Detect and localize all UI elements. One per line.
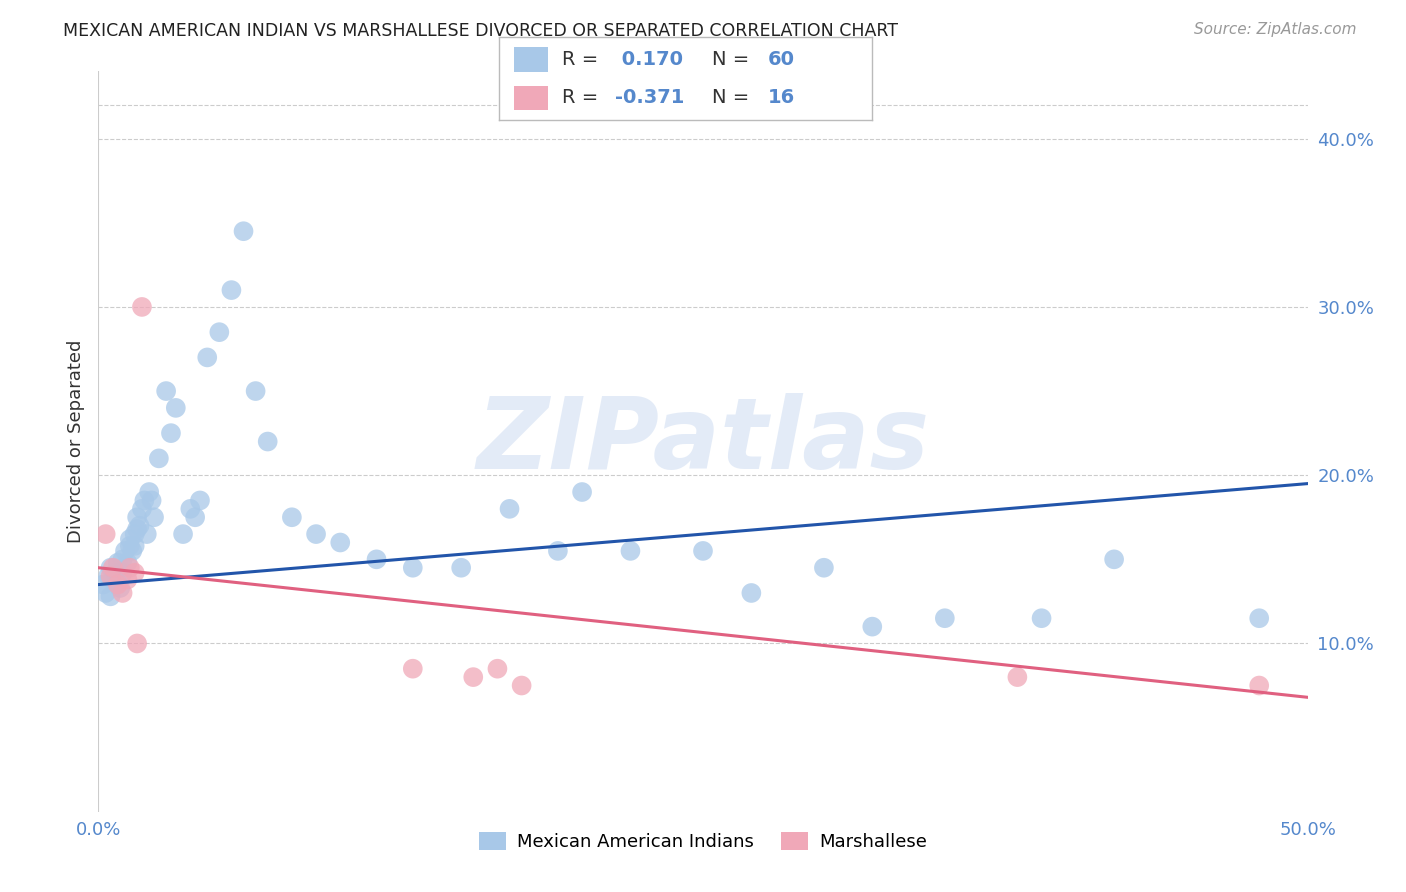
Point <box>184 510 207 524</box>
Point <box>1102 552 1125 566</box>
Text: 60: 60 <box>768 50 794 69</box>
Point <box>124 566 146 580</box>
Point <box>124 539 146 553</box>
Text: MEXICAN AMERICAN INDIAN VS MARSHALLESE DIVORCED OR SEPARATED CORRELATION CHART: MEXICAN AMERICAN INDIAN VS MARSHALLESE D… <box>63 22 898 40</box>
Point <box>402 560 425 574</box>
Point <box>107 556 129 570</box>
Point <box>124 527 146 541</box>
Text: N =: N = <box>711 87 755 107</box>
Point <box>108 581 131 595</box>
Point <box>1007 670 1029 684</box>
Point <box>221 283 243 297</box>
Text: N =: N = <box>711 50 755 69</box>
Point <box>1249 611 1271 625</box>
Point <box>510 679 533 693</box>
Point <box>1031 611 1053 625</box>
Point <box>179 501 201 516</box>
Point <box>131 300 153 314</box>
Y-axis label: Divorced or Separated: Divorced or Separated <box>66 340 84 543</box>
Point <box>104 566 127 580</box>
Point <box>94 527 117 541</box>
Point <box>740 586 762 600</box>
Point <box>245 384 267 398</box>
FancyBboxPatch shape <box>515 86 547 111</box>
Point <box>107 575 129 590</box>
Point <box>366 552 388 566</box>
Point <box>329 535 352 549</box>
Point <box>101 560 124 574</box>
Point <box>111 586 134 600</box>
Point <box>692 544 714 558</box>
Point <box>402 662 425 676</box>
Point <box>188 493 211 508</box>
Point <box>134 493 156 508</box>
Text: Source: ZipAtlas.com: Source: ZipAtlas.com <box>1194 22 1357 37</box>
Point <box>571 485 593 500</box>
Point <box>127 510 149 524</box>
Point <box>547 544 569 558</box>
Point <box>143 510 166 524</box>
Point <box>100 590 122 604</box>
Point <box>934 611 956 625</box>
Point <box>498 501 520 516</box>
Point <box>305 527 328 541</box>
Point <box>195 351 218 365</box>
Point <box>117 556 139 570</box>
Point <box>486 662 509 676</box>
Point <box>450 560 472 574</box>
Point <box>155 384 177 398</box>
Point <box>118 539 141 553</box>
Point <box>91 577 114 591</box>
Point <box>281 510 304 524</box>
Point <box>100 560 122 574</box>
Text: -0.371: -0.371 <box>614 87 683 107</box>
Point <box>138 485 160 500</box>
Point <box>121 544 143 558</box>
Point <box>135 527 157 541</box>
Point <box>148 451 170 466</box>
FancyBboxPatch shape <box>515 47 547 72</box>
Text: 0.170: 0.170 <box>614 50 683 69</box>
Point <box>118 560 141 574</box>
Point <box>463 670 485 684</box>
Point <box>127 636 149 650</box>
Point <box>141 493 163 508</box>
Point <box>131 501 153 516</box>
Point <box>94 586 117 600</box>
Point <box>165 401 187 415</box>
Point <box>813 560 835 574</box>
Point <box>128 518 150 533</box>
Point <box>111 552 134 566</box>
Point <box>1249 679 1271 693</box>
Point <box>860 619 883 633</box>
Point <box>117 573 139 587</box>
Point <box>114 544 136 558</box>
Point <box>111 566 134 580</box>
Text: R =: R = <box>562 50 605 69</box>
Point <box>100 569 122 583</box>
Point <box>101 573 124 587</box>
Point <box>107 577 129 591</box>
Point <box>160 426 183 441</box>
Text: 16: 16 <box>768 87 794 107</box>
Legend: Mexican American Indians, Marshallese: Mexican American Indians, Marshallese <box>472 824 934 858</box>
Point <box>127 522 149 536</box>
Text: R =: R = <box>562 87 605 107</box>
Point <box>232 224 254 238</box>
Point <box>619 544 641 558</box>
Point <box>172 527 194 541</box>
Point <box>208 325 231 339</box>
Point <box>118 532 141 546</box>
Point <box>256 434 278 449</box>
Text: ZIPatlas: ZIPatlas <box>477 393 929 490</box>
Point <box>97 569 120 583</box>
